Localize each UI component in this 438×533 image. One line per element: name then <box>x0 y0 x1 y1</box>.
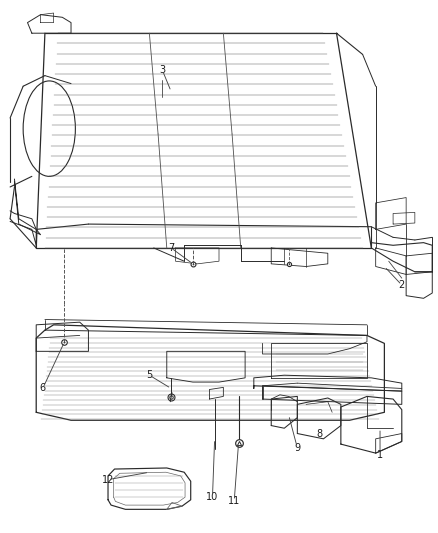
Text: 11: 11 <box>228 496 240 506</box>
Text: 6: 6 <box>40 383 46 393</box>
Text: 5: 5 <box>146 370 152 380</box>
Text: 12: 12 <box>102 475 114 484</box>
Text: 3: 3 <box>159 66 166 75</box>
Text: 7: 7 <box>168 243 174 253</box>
Text: 10: 10 <box>206 492 219 502</box>
Text: 1: 1 <box>377 450 383 460</box>
Text: 9: 9 <box>294 443 300 453</box>
Text: 8: 8 <box>316 429 322 439</box>
Text: 2: 2 <box>399 280 405 290</box>
